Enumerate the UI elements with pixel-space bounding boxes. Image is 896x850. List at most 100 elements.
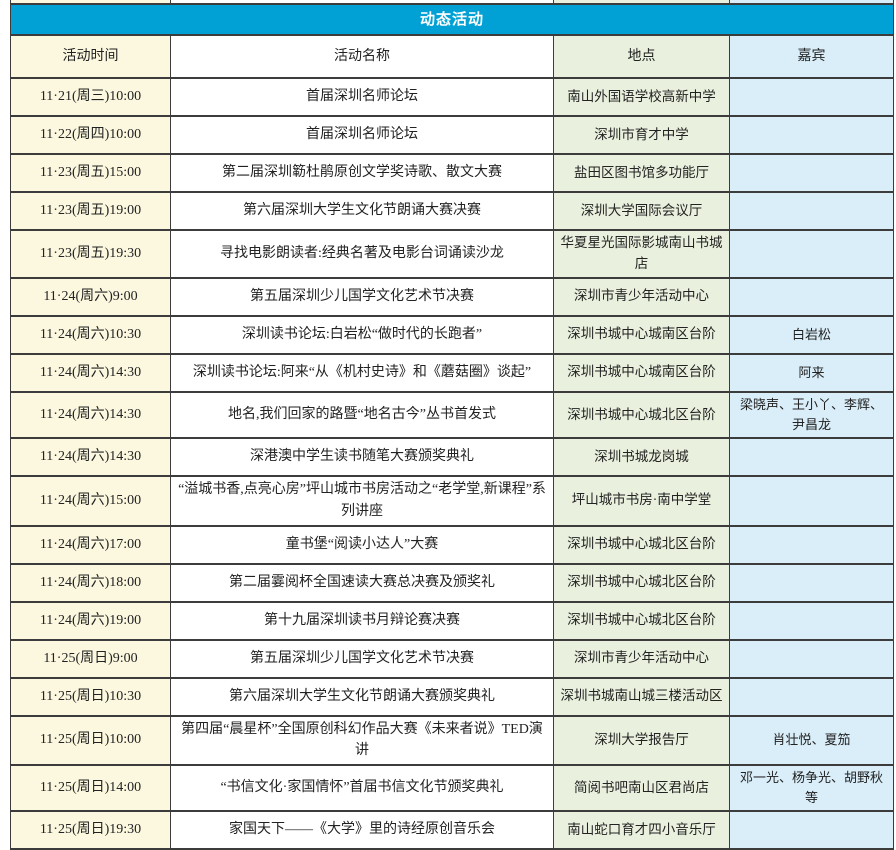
event-time-cell: 11·25(周日)19:30	[10, 810, 171, 850]
event-guests-cell	[729, 562, 894, 603]
column-header-location: 地点	[553, 34, 730, 79]
column-header-row: 活动时间 活动名称 地点 嘉宾	[10, 34, 894, 79]
event-row: 11·23(周五)15:00 第二届深圳簕杜鹃原创文学奖诗歌、散文大赛 盐田区图…	[10, 153, 894, 193]
event-name-cell: 第二届霎阅杯全国速读大赛总决赛及颁奖礼	[170, 562, 554, 603]
event-guests-cell: 白岩松	[729, 314, 894, 355]
event-time-cell: 11·24(周六)17:00	[10, 524, 171, 565]
event-row: 11·24(周六)14:30 深圳读书论坛:阿来“从《机村史诗》和《蘑菇圈》谈起…	[10, 352, 894, 393]
event-time-cell: 11·24(周六)18:00	[10, 562, 171, 603]
event-time-cell: 11·22(周四)10:00	[10, 115, 171, 155]
event-location-cell: 深圳书城中心城南区台阶	[553, 314, 730, 355]
event-row: 11·24(周六)10:30 深圳读书论坛:白岩松“做时代的长跑者” 深圳书城中…	[10, 314, 894, 355]
event-time-cell: 11·25(周日)9:00	[10, 638, 171, 679]
event-name-cell: 寻找电影朗读者:经典名著及电影台词诵读沙龙	[170, 229, 554, 279]
event-location-cell: 深圳书城中心城北区台阶	[553, 600, 730, 641]
event-location-cell: 深圳书城中心城南区台阶	[553, 352, 730, 393]
event-row: 11·24(周六)19:00 第十九届深圳读书月辩论赛决赛 深圳书城中心城北区台…	[10, 600, 894, 641]
event-time-cell: 11·24(周六)14:30	[10, 352, 171, 393]
event-time-cell: 11·23(周五)15:00	[10, 153, 171, 193]
event-row: 11·24(周六)14:30 深港澳中学生读书随笔大赛颁奖典礼 深圳书城龙岗城	[10, 437, 894, 478]
event-guests-cell	[729, 229, 894, 279]
event-time-cell: 11·24(周六)14:30	[10, 390, 171, 440]
events-table: 动态活动 活动时间 活动名称 地点 嘉宾 11·21(周三)10:00 首届深圳…	[10, 0, 894, 850]
event-location-cell: 深圳市青少年活动中心	[553, 276, 730, 317]
event-name-cell: 深圳读书论坛:阿来“从《机村史诗》和《蘑菇圈》谈起”	[170, 352, 554, 393]
event-guests-cell	[729, 524, 894, 565]
event-location-cell: 深圳市育才中学	[553, 115, 730, 155]
column-header-time: 活动时间	[10, 34, 171, 79]
event-guests-cell: 肖壮悦、夏笳	[729, 714, 894, 766]
event-guests-cell: 邓一光、杨争光、胡野秋等	[729, 763, 894, 813]
event-time-cell: 11·23(周五)19:30	[10, 229, 171, 279]
event-name-cell: 第五届深圳少儿国学文化艺术节决赛	[170, 638, 554, 679]
event-location-cell: 深圳书城中心城北区台阶	[553, 390, 730, 440]
event-guests-cell	[729, 153, 894, 193]
event-location-cell: 南山外国语学校高新中学	[553, 77, 730, 117]
event-guests-cell	[729, 810, 894, 850]
event-guests-cell	[729, 115, 894, 155]
event-name-cell: 第二届深圳簕杜鹃原创文学奖诗歌、散文大赛	[170, 153, 554, 193]
event-guests-cell	[729, 475, 894, 527]
event-name-cell: 童书堡“阅读小达人”大赛	[170, 524, 554, 565]
event-guests-cell: 梁晓声、王小丫、李辉、尹昌龙	[729, 390, 894, 440]
events-table-body: 动态活动 活动时间 活动名称 地点 嘉宾 11·21(周三)10:00 首届深圳…	[10, 0, 894, 850]
event-row: 11·23(周五)19:00 第六届深圳大学生文化节朗诵大赛决赛 深圳大学国际会…	[10, 191, 894, 231]
event-location-cell: 盐田区图书馆多功能厅	[553, 153, 730, 193]
event-row: 11·25(周日)14:00 “书信文化·家国情怀”首届书信文化节颁奖典礼 简阅…	[10, 763, 894, 813]
clipped-guests-cell	[729, 0, 894, 5]
event-name-cell: 第四届“晨星杯”全国原创科幻作品大赛《未来者说》TED演讲	[170, 714, 554, 766]
event-time-cell: 11·24(周六)14:30	[10, 437, 171, 478]
event-name-cell: 深圳读书论坛:白岩松“做时代的长跑者”	[170, 314, 554, 355]
event-row: 11·22(周四)10:00 首届深圳名师论坛 深圳市育才中学	[10, 115, 894, 155]
event-name-cell: 第五届深圳少儿国学文化艺术节决赛	[170, 276, 554, 317]
event-time-cell: 11·24(周六)19:00	[10, 600, 171, 641]
event-row: 11·25(周日)10:30 第六届深圳大学生文化节朗诵大赛颁奖典礼 深圳书城南…	[10, 676, 894, 717]
event-location-cell: 华夏星光国际影城南山书城店	[553, 229, 730, 279]
event-row: 11·23(周五)19:30 寻找电影朗读者:经典名著及电影台词诵读沙龙 华夏星…	[10, 229, 894, 279]
event-guests-cell	[729, 600, 894, 641]
event-time-cell: 11·25(周日)10:30	[10, 676, 171, 717]
event-row: 11·25(周日)9:00 第五届深圳少儿国学文化艺术节决赛 深圳市青少年活动中…	[10, 638, 894, 679]
clipped-previous-row	[10, 0, 894, 5]
event-name-cell: 深港澳中学生读书随笔大赛颁奖典礼	[170, 437, 554, 478]
event-time-cell: 11·23(周五)19:00	[10, 191, 171, 231]
event-location-cell: 深圳市青少年活动中心	[553, 638, 730, 679]
event-name-cell: “溢城书香,点亮心房”坪山城市书房活动之“老学堂,新课程”系列讲座	[170, 475, 554, 527]
event-name-cell: 首届深圳名师论坛	[170, 115, 554, 155]
event-time-cell: 11·24(周六)10:30	[10, 314, 171, 355]
event-location-cell: 坪山城市书房·南中学堂	[553, 475, 730, 527]
event-row: 11·24(周六)18:00 第二届霎阅杯全国速读大赛总决赛及颁奖礼 深圳书城中…	[10, 562, 894, 603]
event-time-cell: 11·25(周日)14:00	[10, 763, 171, 813]
event-location-cell: 深圳大学国际会议厅	[553, 191, 730, 231]
event-name-cell: “书信文化·家国情怀”首届书信文化节颁奖典礼	[170, 763, 554, 813]
event-name-cell: 首届深圳名师论坛	[170, 77, 554, 117]
event-location-cell: 深圳书城中心城北区台阶	[553, 524, 730, 565]
event-row: 11·24(周六)17:00 童书堡“阅读小达人”大赛 深圳书城中心城北区台阶	[10, 524, 894, 565]
section-title: 动态活动	[10, 3, 894, 36]
column-header-name: 活动名称	[170, 34, 554, 79]
event-name-cell: 地名,我们回家的路暨“地名古今”丛书首发式	[170, 390, 554, 440]
event-guests-cell	[729, 77, 894, 117]
event-name-cell: 家国天下——《大学》里的诗经原创音乐会	[170, 810, 554, 850]
event-time-cell: 11·24(周六)15:00	[10, 475, 171, 527]
event-row: 11·24(周六)14:30 地名,我们回家的路暨“地名古今”丛书首发式 深圳书…	[10, 390, 894, 440]
event-location-cell: 简阅书吧南山区君尚店	[553, 763, 730, 813]
event-guests-cell	[729, 676, 894, 717]
event-name-cell: 第六届深圳大学生文化节朗诵大赛决赛	[170, 191, 554, 231]
event-guests-cell	[729, 191, 894, 231]
event-row: 11·25(周日)19:30 家国天下——《大学》里的诗经原创音乐会 南山蛇口育…	[10, 810, 894, 850]
event-row: 11·24(周六)15:00 “溢城书香,点亮心房”坪山城市书房活动之“老学堂,…	[10, 475, 894, 527]
event-time-cell: 11·24(周六)9:00	[10, 276, 171, 317]
event-location-cell: 南山蛇口育才四小音乐厅	[553, 810, 730, 850]
event-name-cell: 第十九届深圳读书月辩论赛决赛	[170, 600, 554, 641]
event-name-cell: 第六届深圳大学生文化节朗诵大赛颁奖典礼	[170, 676, 554, 717]
section-title-row: 动态活动	[10, 3, 894, 36]
event-guests-cell	[729, 638, 894, 679]
event-guests-cell: 阿来	[729, 352, 894, 393]
event-guests-cell	[729, 276, 894, 317]
event-row: 11·21(周三)10:00 首届深圳名师论坛 南山外国语学校高新中学	[10, 77, 894, 117]
event-location-cell: 深圳书城中心城北区台阶	[553, 562, 730, 603]
event-location-cell: 深圳大学报告厅	[553, 714, 730, 766]
event-location-cell: 深圳书城南山城三楼活动区	[553, 676, 730, 717]
event-time-cell: 11·25(周日)10:00	[10, 714, 171, 766]
